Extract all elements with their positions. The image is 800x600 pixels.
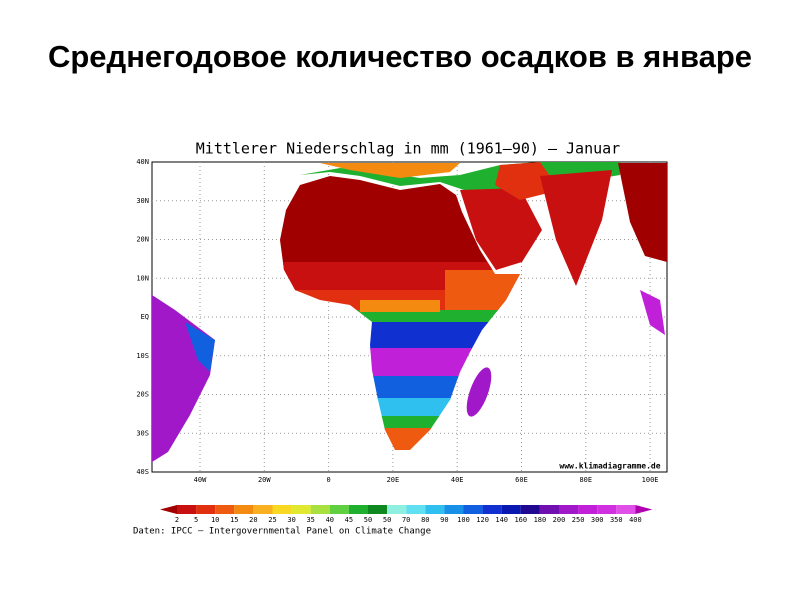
colorbar-label: 2 [175, 516, 179, 524]
colorbar-label: 30 [287, 516, 295, 524]
lat-label: 30S [136, 429, 149, 437]
colorbar-segment [501, 505, 521, 514]
colorbar-label: 10 [211, 516, 219, 524]
colorbar-label: 15 [230, 516, 238, 524]
colorbar-segment [425, 505, 445, 514]
colorbar-label: 45 [345, 516, 353, 524]
lat-label: 20S [136, 391, 149, 399]
colorbar: 2 5 10 15 20 25 30 35 40 45 50 50 70 80 90 100 120 140 160… [160, 505, 653, 524]
colorbar-segment [215, 505, 235, 514]
colorbar-segment [539, 505, 559, 514]
lon-label: 60E [515, 476, 528, 484]
colorbar-segment [406, 505, 426, 514]
colorbar-segment [310, 505, 330, 514]
colorbar-segment [291, 505, 311, 514]
colorbar-segment [444, 505, 464, 514]
lat-label: 20N [136, 236, 149, 244]
slide-title: Среднегодовое количество осадков в январ… [47, 39, 753, 74]
colorbar-segment [559, 505, 579, 514]
colorbar-label: 90 [440, 516, 448, 524]
colorbar-label: 25 [268, 516, 276, 524]
colorbar-segment [616, 505, 636, 514]
colorbar-label: 20 [249, 516, 257, 524]
colorbar-segment [272, 505, 292, 514]
colorbar-label: 100 [457, 516, 470, 524]
colorbar-label: 70 [402, 516, 410, 524]
colorbar-segment [387, 505, 407, 514]
lon-label: 40W [194, 476, 207, 484]
colorbar-segment [253, 505, 273, 514]
colorbar-label: 180 [534, 516, 547, 524]
colorbar-label: 350 [610, 516, 623, 524]
colorbar-end [160, 505, 177, 514]
lon-label: 80E [579, 476, 592, 484]
colorbar-label: 160 [514, 516, 527, 524]
lon-label: 40E [451, 476, 464, 484]
colorbar-label: 40 [326, 516, 334, 524]
colorbar-label: 400 [629, 516, 642, 524]
map-title: Mittlerer Niederschlag in mm (1961–90) –… [196, 140, 620, 158]
colorbar-segment [482, 505, 502, 514]
colorbar-segment [348, 505, 368, 514]
colorbar-segment [196, 505, 216, 514]
colorbar-segment [520, 505, 540, 514]
lat-label: 30N [136, 197, 149, 205]
lon-label: 20E [387, 476, 400, 484]
colorbar-label: 50 [364, 516, 372, 524]
colorbar-label: 300 [591, 516, 604, 524]
colorbar-label: 80 [421, 516, 429, 524]
colorbar-segment [578, 505, 598, 514]
colorbar-segment [597, 505, 617, 514]
colorbar-label: 140 [495, 516, 508, 524]
lat-label: 40N [136, 158, 149, 166]
colorbar-segment [177, 505, 197, 514]
colorbar-segment [234, 505, 254, 514]
lat-label: EQ [141, 313, 149, 321]
colorbar-label: 250 [572, 516, 585, 524]
lat-label: 10N [136, 274, 149, 282]
lon-label: 100E [642, 476, 659, 484]
colorbar-label: 50 [383, 516, 391, 524]
watermark: www.klimadiagramme.de [559, 461, 660, 471]
source: Daten: IPCC – Intergovernmental Panel on… [133, 527, 431, 537]
colorbar-end [635, 505, 653, 514]
colorbar-label: 200 [553, 516, 566, 524]
colorbar-label: 120 [476, 516, 489, 524]
colorbar-label: 5 [194, 516, 198, 524]
lon-label: 20W [258, 476, 271, 484]
colorbar-segment [463, 505, 483, 514]
colorbar-label: 35 [306, 516, 314, 524]
colorbar-segment [368, 505, 388, 514]
lon-label: 0 [326, 476, 330, 484]
colorbar-segment [329, 505, 349, 514]
lat-label: 40S [136, 468, 149, 476]
lat-label: 10S [136, 352, 149, 360]
